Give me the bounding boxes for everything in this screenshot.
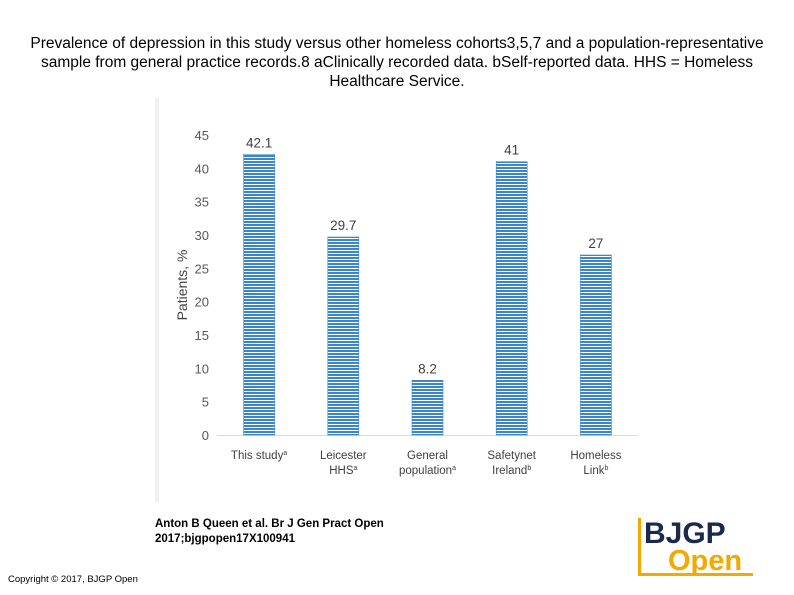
x-tick-superscript: a [353, 465, 357, 472]
x-tick-superscript: a [452, 465, 456, 472]
y-tick-label: 35 [195, 195, 209, 210]
x-tick-label: HHSa [329, 465, 357, 477]
bar [411, 380, 444, 436]
x-tick-superscript: b [605, 465, 609, 472]
x-tick-label: Safetynet [487, 450, 536, 462]
bar [243, 154, 275, 436]
y-tick-label: 15 [195, 328, 209, 343]
bjgp-open-logo: BJGP Open [638, 517, 753, 577]
x-tick-label: Homeless [570, 450, 621, 462]
citation-line-1: Anton B Queen et al. Br J Gen Pract Open [155, 518, 384, 530]
bar-chart: Patients, % 0 5 10 15 20 25 30 35 40 45 42.1 This s… [174, 128, 638, 477]
x-tick-superscript: a [283, 450, 287, 457]
chart-panel: Patients, % 0 5 10 15 20 25 30 35 40 45 42.1 This s… [155, 98, 641, 502]
y-tick-label: 25 [195, 261, 209, 276]
y-tick-label: 0 [202, 428, 209, 443]
logo-text-bottom: Open [668, 545, 742, 577]
y-tick-label: 20 [195, 295, 209, 310]
x-tick-label: Linkb [583, 465, 608, 477]
data-label: 41 [504, 143, 519, 158]
data-label: 42.1 [246, 135, 272, 150]
logo-text-top: BJGP [644, 517, 726, 550]
chart-title: Prevalence of depression in this study v… [30, 35, 764, 90]
y-tick-label: 45 [195, 128, 209, 143]
x-tick-label: populationa [399, 465, 456, 477]
y-axis-label: Patients, % [174, 250, 190, 321]
bar [495, 161, 528, 436]
y-tick-label: 5 [202, 395, 209, 410]
copyright-text: Copyright © 2017, BJGP Open [8, 574, 138, 585]
bar [327, 236, 360, 436]
citation: Anton B Queen et al. Br J Gen Pract Open… [155, 517, 384, 547]
bar [580, 254, 612, 436]
y-tick-label: 10 [195, 361, 209, 376]
citation-line-2: 2017;bjgpopen17X100941 [155, 533, 295, 545]
x-tick-label: Leicester [320, 450, 367, 462]
x-tick-label: This studya [231, 450, 287, 462]
x-tick-label: Irelandb [492, 465, 531, 477]
x-tick-label: General [407, 450, 448, 462]
y-tick-label: 30 [195, 228, 209, 243]
data-label: 29.7 [330, 218, 356, 233]
data-label: 27 [588, 236, 603, 251]
x-tick-superscript: b [527, 465, 531, 472]
data-label: 8.2 [418, 361, 437, 376]
y-tick-label: 40 [195, 161, 209, 176]
